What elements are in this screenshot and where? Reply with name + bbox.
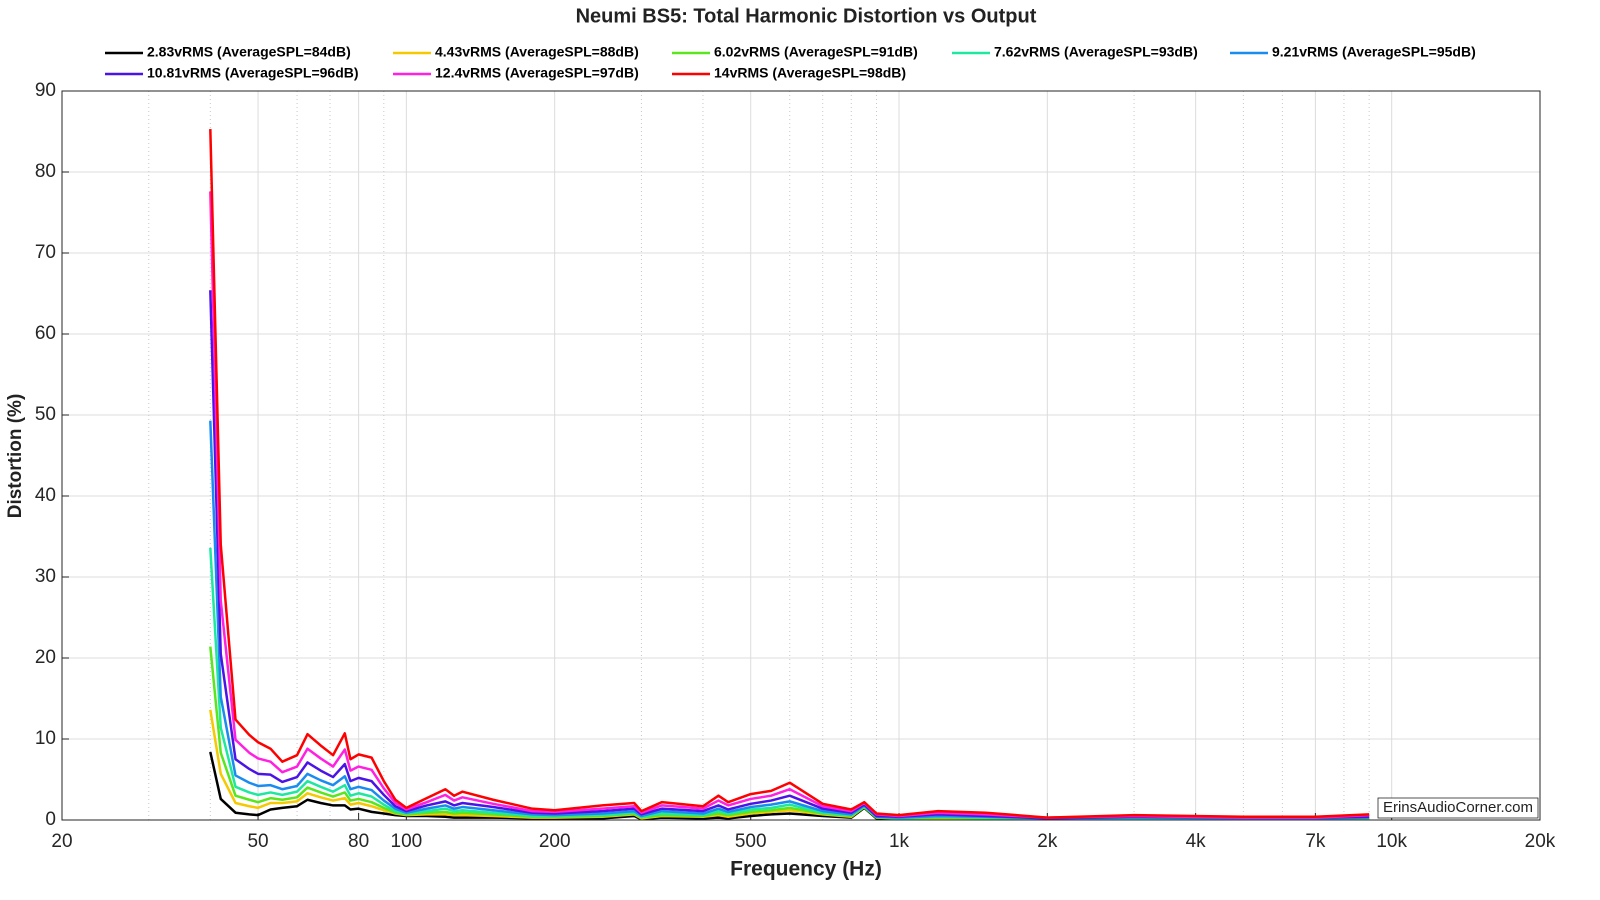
y-axis-label: Distortion (%) bbox=[5, 394, 26, 519]
series-line bbox=[209, 290, 1370, 820]
legend-label: 10.81vRMS (AverageSPL=96dB) bbox=[147, 65, 359, 81]
x-tick-label: 1k bbox=[889, 831, 910, 852]
plot-frame bbox=[61, 90, 1541, 821]
x-tick-label: 200 bbox=[539, 831, 571, 852]
x-tick-label: 50 bbox=[247, 831, 268, 852]
annotation: ErinsAudioCorner.com bbox=[1383, 799, 1533, 816]
x-tick-label: 2k bbox=[1037, 831, 1058, 852]
chart-title: Neumi BS5: Total Harmonic Distortion vs … bbox=[576, 5, 1037, 27]
legend-label: 6.02vRMS (AverageSPL=91dB) bbox=[714, 44, 918, 60]
y-tick-label: 40 bbox=[35, 485, 56, 506]
legend: 2.83vRMS (AverageSPL=84dB) 4.43vRMS (Aver… bbox=[105, 44, 1476, 81]
y-tick-label: 60 bbox=[35, 323, 56, 344]
y-tick-label: 70 bbox=[35, 242, 56, 263]
x-tick-label: 80 bbox=[348, 831, 369, 852]
y-tick-label: 50 bbox=[35, 404, 56, 425]
y-tick-label: 90 bbox=[35, 80, 56, 101]
x-tick-label: 20k bbox=[1525, 831, 1556, 852]
x-tick-label: 4k bbox=[1186, 831, 1207, 852]
annotation-box bbox=[1377, 797, 1539, 819]
series-line bbox=[209, 129, 1370, 819]
plot-lines bbox=[209, 129, 1370, 821]
x-tick-label: 100 bbox=[391, 831, 423, 852]
y-tick-label: 20 bbox=[35, 647, 56, 668]
legend-label: 14vRMS (AverageSPL=98dB) bbox=[714, 65, 906, 81]
grid bbox=[61, 90, 1541, 821]
x-tick-label: 20 bbox=[51, 831, 72, 852]
x-axis-label: Frequency (Hz) bbox=[730, 858, 882, 881]
legend-label: 2.83vRMS (AverageSPL=84dB) bbox=[147, 44, 351, 60]
legend-label: 7.62vRMS (AverageSPL=93dB) bbox=[994, 44, 1198, 60]
y-tick-label: 30 bbox=[35, 566, 56, 587]
legend-label: 9.21vRMS (AverageSPL=95dB) bbox=[1272, 44, 1476, 60]
x-tick-label: 7k bbox=[1305, 831, 1326, 852]
x-tick-label: 10k bbox=[1376, 831, 1407, 852]
y-tick-label: 0 bbox=[45, 809, 56, 830]
legend-label: 12.4vRMS (AverageSPL=97dB) bbox=[435, 65, 639, 81]
y-tick-label: 10 bbox=[35, 728, 56, 749]
y-tick-label: 80 bbox=[35, 161, 56, 182]
x-tick-label: 500 bbox=[735, 831, 767, 852]
legend-label: 4.43vRMS (AverageSPL=88dB) bbox=[435, 44, 639, 60]
